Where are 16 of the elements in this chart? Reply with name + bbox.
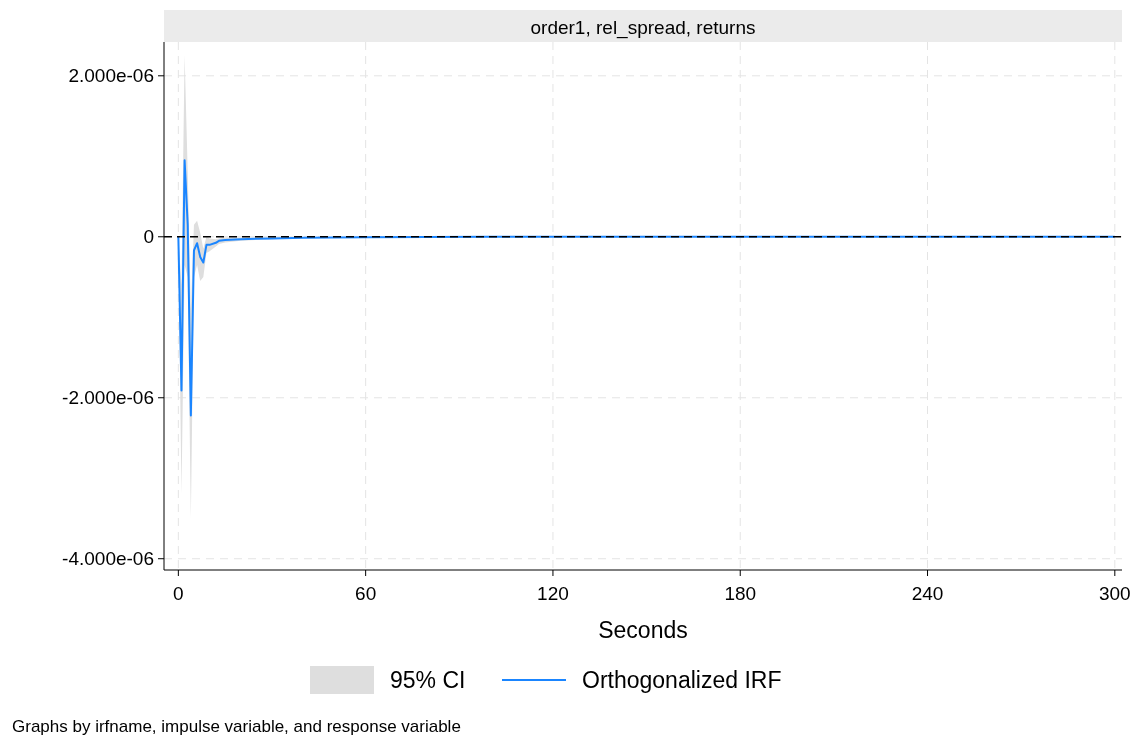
y-tick-label: -2.000e-06 bbox=[62, 387, 154, 409]
legend-label: Orthogonalized IRF bbox=[582, 667, 782, 694]
y-tick-label: 2.000e-06 bbox=[68, 65, 154, 87]
text: 95% CI bbox=[390, 667, 466, 694]
line-series bbox=[177, 159, 1116, 417]
x-tick-label: 60 bbox=[355, 583, 377, 604]
x-tick-label: 120 bbox=[537, 583, 569, 604]
x-tick-label: 240 bbox=[911, 583, 944, 604]
x-tick-label: 300 bbox=[1098, 583, 1131, 604]
x-tick-label: 0 bbox=[173, 583, 184, 604]
y-tick-label: 0 bbox=[143, 226, 154, 248]
y-tick-label: -4.000e-06 bbox=[62, 548, 154, 570]
chart-title: order1, rel_spread, returns bbox=[530, 17, 756, 39]
text: Graphs by irfname, impulse variable, and response variable bbox=[12, 717, 461, 736]
x-tick-label: 180 bbox=[724, 583, 757, 604]
x-axis-title: Seconds bbox=[598, 617, 688, 643]
